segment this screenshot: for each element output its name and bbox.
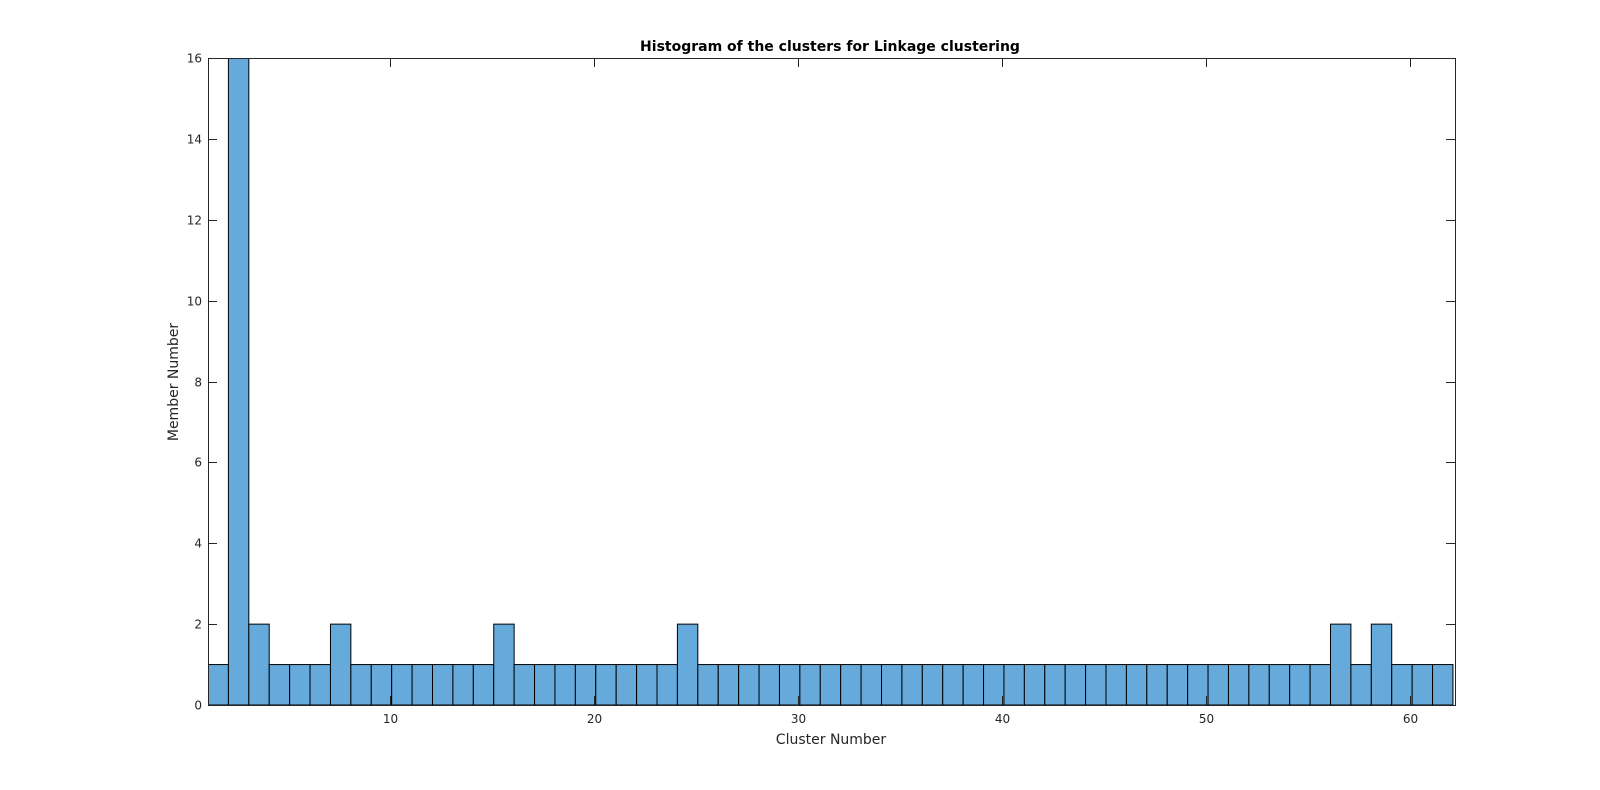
y-tick-label: 14 — [187, 133, 202, 147]
histogram-bar — [411, 664, 433, 705]
histogram-bar — [208, 664, 229, 705]
histogram-bar — [513, 664, 536, 705]
histogram-bar — [268, 664, 291, 705]
histogram-bar — [329, 623, 352, 705]
histogram-bar — [1227, 664, 1250, 705]
histogram-bar — [697, 664, 719, 705]
histogram-bar — [921, 664, 944, 705]
histogram-bar — [1064, 664, 1087, 705]
histogram-bar — [656, 664, 678, 705]
x-tick-label: 50 — [1199, 712, 1214, 726]
histogram-bar — [472, 664, 495, 705]
y-tick-label: 0 — [194, 699, 202, 713]
histogram-bar — [1207, 664, 1229, 705]
histogram-bar — [1085, 664, 1107, 705]
histogram-bar — [799, 664, 821, 705]
histogram-bar — [452, 664, 474, 705]
x-tick-label: 20 — [587, 712, 602, 726]
histogram-bar — [350, 664, 372, 705]
x-tick-label: 60 — [1403, 712, 1418, 726]
histogram-bar — [1350, 664, 1372, 705]
x-axis-label: Cluster Number — [776, 732, 887, 748]
histogram-bar — [983, 664, 1005, 705]
y-tick-label: 16 — [187, 52, 202, 66]
histogram-bar — [1166, 664, 1189, 705]
histogram-bar — [1309, 664, 1331, 705]
histogram-bar — [942, 664, 964, 705]
histogram-bar — [1391, 664, 1413, 705]
histogram-bar — [778, 664, 801, 705]
x-tick-label: 40 — [995, 712, 1010, 726]
histogram-bar — [860, 664, 883, 705]
chart-title: Histogram of the clusters for Linkage cl… — [640, 39, 1020, 55]
histogram-bar — [289, 664, 311, 705]
histogram-bar — [901, 664, 923, 705]
bars-group — [208, 58, 1454, 705]
y-tick-label: 12 — [187, 214, 202, 228]
histogram-bar — [1044, 664, 1066, 705]
histogram-bar — [493, 623, 515, 705]
y-tick-label: 10 — [187, 295, 202, 309]
histogram-bar — [636, 664, 658, 705]
ticks-group: 10 20 30 40 50 60 0 2 4 6 8 10 12 14 16 — [187, 52, 1455, 726]
histogram-bar — [1370, 623, 1393, 705]
histogram-bar — [717, 664, 740, 705]
histogram-bar — [554, 664, 576, 705]
histogram-bar — [248, 623, 270, 705]
histogram-bar — [738, 664, 760, 705]
histogram-bar — [574, 664, 597, 705]
histogram-bar — [432, 664, 454, 705]
histogram-bar — [1330, 623, 1352, 705]
histogram-bar — [1289, 664, 1311, 705]
y-tick-label: 8 — [194, 376, 202, 390]
histogram-bar — [309, 664, 331, 705]
histogram-bar — [758, 664, 780, 705]
histogram-bar — [962, 664, 985, 705]
histogram-bar — [1411, 664, 1434, 705]
histogram-bar — [615, 664, 638, 705]
x-tick-label: 10 — [383, 712, 398, 726]
histogram-bar — [595, 664, 617, 705]
y-tick-label: 4 — [194, 537, 202, 551]
histogram-bar — [1023, 664, 1046, 705]
axes-frame — [208, 58, 1456, 706]
histogram-bar — [840, 664, 862, 705]
histogram-bar — [1187, 664, 1209, 705]
histogram-bar — [1105, 664, 1127, 705]
histogram-bar — [1432, 664, 1454, 705]
histogram-bar — [1248, 664, 1270, 705]
histogram-bar — [534, 664, 556, 705]
histogram-bar — [819, 664, 842, 705]
histogram-bar — [227, 58, 250, 705]
y-axis-label: Member Number — [166, 323, 182, 442]
y-tick-label: 6 — [194, 456, 202, 470]
histogram-bar — [1003, 664, 1025, 705]
histogram-bar — [370, 664, 393, 705]
y-tick-label: 2 — [194, 618, 202, 632]
histogram-bar — [1268, 664, 1291, 705]
histogram-bar — [676, 623, 699, 705]
histogram-bar — [881, 664, 903, 705]
histogram-bar — [1125, 664, 1148, 705]
histogram-bar — [391, 664, 413, 705]
x-tick-label: 30 — [791, 712, 806, 726]
histogram-bar — [1146, 664, 1168, 705]
